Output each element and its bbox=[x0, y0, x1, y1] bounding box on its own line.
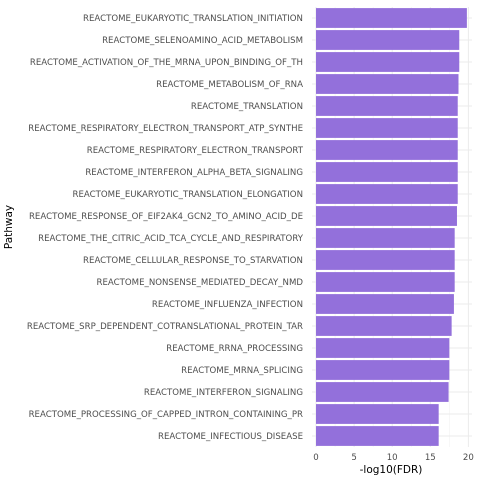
category-label: REACTOME_RRNA_PROCESSING bbox=[166, 344, 303, 354]
category-label: REACTOME_SELENOAMINO_ACID_METABOLISM bbox=[102, 36, 303, 46]
category-label: REACTOME_INTERFERON_SIGNALING bbox=[144, 388, 303, 398]
bar bbox=[316, 382, 449, 402]
category-label: REACTOME_METABOLISM_OF_RNA bbox=[156, 80, 303, 90]
bar bbox=[316, 250, 455, 270]
bar bbox=[316, 184, 458, 204]
x-tick-label: 20 bbox=[463, 453, 474, 463]
bar bbox=[316, 162, 458, 182]
x-tick-labels: 0 5 10 15 20 bbox=[313, 453, 474, 463]
category-label: REACTOME_EUKARYOTIC_TRANSLATION_ELONGATI… bbox=[73, 190, 303, 200]
bar bbox=[316, 118, 458, 138]
category-label: REACTOME_TRANSLATION bbox=[191, 102, 303, 112]
x-tick-label: 15 bbox=[425, 453, 436, 463]
bar bbox=[316, 52, 460, 72]
bar bbox=[316, 316, 452, 336]
category-label: REACTOME_RESPONSE_OF_EIF2AK4_GCN2_TO_AMI… bbox=[29, 212, 303, 222]
bar bbox=[316, 206, 457, 226]
bar bbox=[316, 30, 460, 50]
category-label: REACTOME_SRP_DEPENDENT_COTRANSLATIONAL_P… bbox=[27, 322, 303, 332]
bar bbox=[316, 360, 450, 380]
category-label: REACTOME_PROCESSING_OF_CAPPED_INTRON_CON… bbox=[29, 410, 303, 420]
bar bbox=[316, 96, 458, 116]
y-axis-title: Pathway bbox=[3, 205, 15, 249]
grid-lines bbox=[312, 7, 472, 447]
bar bbox=[316, 272, 455, 292]
bar bbox=[316, 74, 459, 94]
x-tick-label: 0 bbox=[313, 453, 318, 463]
x-tick-label: 10 bbox=[387, 453, 398, 463]
category-label: REACTOME_ACTIVATION_OF_THE_MRNA_UPON_BIN… bbox=[30, 58, 303, 68]
category-label: REACTOME_THE_CITRIC_ACID_TCA_CYCLE_AND_R… bbox=[38, 234, 304, 244]
category-label: REACTOME_MRNA_SPLICING bbox=[181, 366, 303, 376]
bar bbox=[316, 140, 458, 160]
category-labels: REACTOME_EUKARYOTIC_TRANSLATION_INITIATI… bbox=[27, 14, 304, 442]
category-label: REACTOME_CELLULAR_RESPONSE_TO_STARVATION bbox=[83, 256, 303, 266]
bar bbox=[316, 404, 439, 424]
category-label: REACTOME_RESPIRATORY_ELECTRON_TRANSPORT_… bbox=[28, 124, 303, 134]
category-label: REACTOME_INFLUENZA_INFECTION bbox=[152, 300, 303, 310]
category-label: REACTOME_INTERFERON_ALPHA_BETA_SIGNALING bbox=[85, 168, 303, 178]
x-axis-title: -log10(FDR) bbox=[360, 464, 423, 476]
bar bbox=[316, 294, 454, 314]
category-label: REACTOME_NONSENSE_MEDIATED_DECAY_NMD bbox=[97, 278, 304, 288]
x-tick-label: 5 bbox=[351, 453, 356, 463]
category-label: REACTOME_INFECTIOUS_DISEASE bbox=[158, 432, 303, 442]
category-label: REACTOME_RESPIRATORY_ELECTRON_TRANSPORT bbox=[87, 146, 304, 156]
category-label: REACTOME_EUKARYOTIC_TRANSLATION_INITIATI… bbox=[83, 14, 303, 24]
bar bbox=[316, 228, 455, 248]
bar bbox=[316, 8, 467, 28]
bars bbox=[316, 8, 467, 446]
bar bbox=[316, 338, 450, 358]
bar bbox=[316, 426, 439, 446]
